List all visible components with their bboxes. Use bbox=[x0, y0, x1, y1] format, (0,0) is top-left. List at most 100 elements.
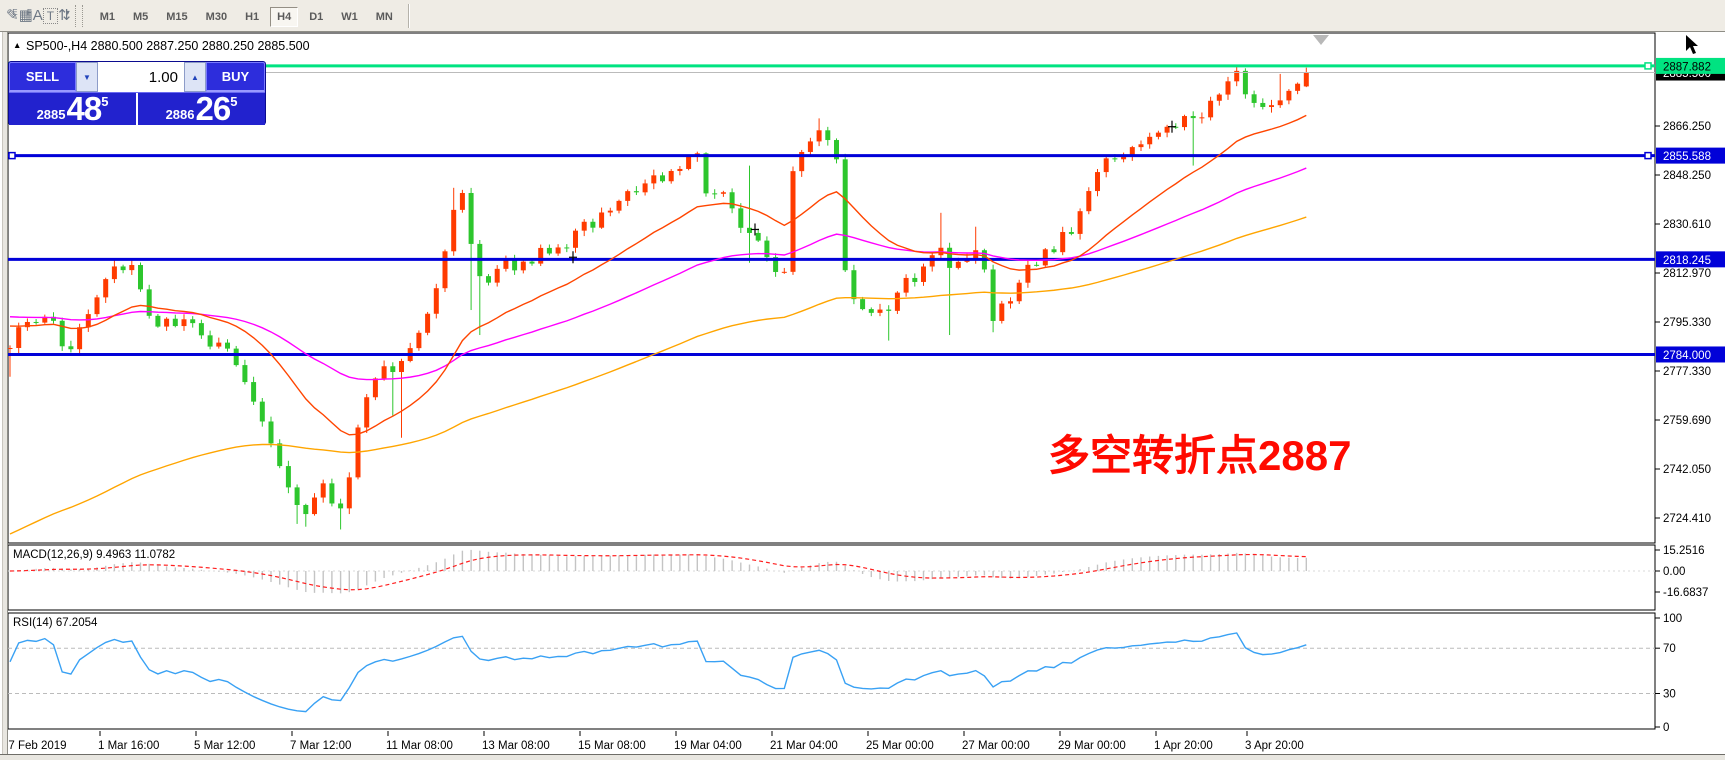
main-plot-area[interactable] bbox=[7, 32, 1656, 544]
timeframe-button-H1[interactable]: H1 bbox=[245, 10, 260, 23]
candle-body bbox=[1242, 70, 1248, 95]
time-tick-label: 29 Mar 00:00 bbox=[1058, 740, 1126, 752]
sell-button[interactable]: SELL bbox=[9, 62, 76, 92]
arrows-dropdown-icon-sub: ▾ bbox=[65, 7, 70, 17]
rsi-panel[interactable] bbox=[7, 612, 1656, 730]
timeframe-button-H4[interactable]: H4 bbox=[270, 6, 299, 27]
candle-body bbox=[529, 261, 535, 264]
candle-body bbox=[651, 175, 657, 184]
candle-body bbox=[633, 191, 639, 193]
candle-body bbox=[955, 261, 961, 268]
candle-body bbox=[329, 483, 335, 504]
candle-body bbox=[886, 309, 892, 311]
price-axis[interactable]: 2866.250 2848.250 2830.610 2812.970 2795.330… bbox=[1655, 57, 1725, 734]
candle-body bbox=[259, 401, 265, 422]
candle-body bbox=[686, 156, 692, 169]
candle-body bbox=[773, 257, 779, 272]
candle-body bbox=[1042, 249, 1048, 266]
time-axis[interactable]: 27 Feb 2019 1 Mar 16:00 5 Mar 12:00 7 Mar 1… bbox=[2, 731, 1304, 752]
crayon-style-icon-sub: E bbox=[12, 7, 18, 17]
price-tick-label: 2830.610 bbox=[1663, 219, 1711, 231]
ma-slow-line bbox=[9, 216, 1307, 535]
volume-input[interactable]: 1.00 bbox=[98, 62, 184, 92]
timeframe-button-MN[interactable]: MN bbox=[375, 10, 393, 23]
candle-body bbox=[799, 151, 805, 172]
candle-body bbox=[607, 210, 613, 213]
timeframe-button-D1[interactable]: D1 bbox=[309, 10, 324, 23]
candle-body bbox=[1208, 100, 1214, 118]
time-tick-label: 19 Mar 04:00 bbox=[674, 740, 742, 752]
candle-body bbox=[1095, 172, 1100, 192]
candle-body bbox=[16, 327, 22, 348]
price-badge-label: 2818.245 bbox=[1663, 255, 1711, 267]
macd-panel[interactable] bbox=[7, 544, 1656, 611]
ma-fast-line bbox=[9, 114, 1307, 436]
candle-body bbox=[425, 313, 431, 333]
candle-body bbox=[1077, 211, 1083, 234]
candle-body bbox=[625, 191, 631, 201]
candle-body bbox=[790, 171, 796, 272]
timeframe-button-M5[interactable]: M5 bbox=[132, 10, 149, 23]
rsi-line bbox=[9, 632, 1307, 713]
candle-body bbox=[42, 316, 48, 323]
candle-body bbox=[277, 443, 283, 467]
price-tick-label: 2724.410 bbox=[1663, 513, 1711, 525]
candle-body bbox=[346, 477, 352, 509]
chart-canvas[interactable]: ▲ SP500-,H4 2880.500 2887.250 2880.250 28… bbox=[0, 32, 1725, 760]
buy-price[interactable]: 2886 26 5 bbox=[138, 90, 265, 127]
candle-body bbox=[164, 318, 170, 327]
time-tick-label: 21 Mar 04:00 bbox=[770, 740, 838, 752]
hline-handle[interactable] bbox=[1644, 151, 1652, 160]
timeframe-button-M15[interactable]: M15 bbox=[166, 10, 188, 23]
hline-handle[interactable] bbox=[8, 151, 16, 160]
sell-price[interactable]: 2885 48 5 bbox=[9, 92, 138, 125]
candle-body bbox=[921, 266, 926, 282]
window-bottom-frame bbox=[0, 754, 1725, 760]
time-tick-label: 15 Mar 08:00 bbox=[578, 740, 646, 752]
volume-decrease-button[interactable]: ▼ bbox=[76, 62, 98, 92]
candle-body bbox=[573, 230, 578, 248]
time-tick-label: 1 Apr 20:00 bbox=[1154, 740, 1213, 752]
candle-body bbox=[129, 265, 135, 271]
toolbar-grip[interactable] bbox=[74, 4, 83, 27]
candle-body bbox=[816, 130, 822, 142]
time-axis-area[interactable] bbox=[8, 731, 1725, 753]
grid-style-icon[interactable]: ▦ F bbox=[19, 7, 33, 24]
text-box-icon[interactable]: T bbox=[42, 7, 59, 24]
volume-increase-button[interactable]: ▲ bbox=[184, 62, 206, 92]
hline-handle[interactable] bbox=[1644, 62, 1652, 70]
candle-body bbox=[1068, 232, 1074, 234]
candle-body bbox=[198, 323, 204, 336]
price-tick-label: 2777.330 bbox=[1663, 366, 1711, 378]
candle-body bbox=[433, 288, 439, 314]
crayon-style-icon[interactable]: ✎ E bbox=[6, 7, 19, 24]
arrows-dropdown-icon[interactable]: ⇅ ▾ bbox=[58, 7, 71, 24]
candle-body bbox=[416, 332, 422, 349]
timeframe-button-M1[interactable]: M1 bbox=[99, 10, 115, 23]
candle-body bbox=[120, 266, 126, 271]
candle-body bbox=[320, 483, 326, 498]
timeframe-button-W1[interactable]: W1 bbox=[341, 10, 358, 23]
buy-button[interactable]: BUY bbox=[206, 62, 265, 92]
candle-body bbox=[111, 266, 117, 280]
candle-body bbox=[868, 309, 874, 313]
timeframe-button-M30[interactable]: M30 bbox=[205, 10, 228, 23]
price-badge-label: 2855.588 bbox=[1663, 151, 1711, 163]
candle-body bbox=[512, 258, 518, 271]
candle-body bbox=[1129, 147, 1135, 156]
candle-body bbox=[668, 170, 674, 182]
candle-body bbox=[590, 221, 596, 228]
candle-body bbox=[747, 227, 752, 233]
candle-body bbox=[51, 316, 56, 321]
candle-body bbox=[146, 289, 152, 316]
toolbar-separator bbox=[407, 3, 409, 28]
candle-body bbox=[233, 348, 239, 366]
candle-body bbox=[1234, 70, 1240, 82]
time-tick-label: 13 Mar 08:00 bbox=[482, 740, 550, 752]
toolbar: ✎ E ▦ F A T ⇅ ▾ M1 M5 M15 M30 H1 H4 D1 W1 MN bbox=[0, 0, 1725, 32]
text-label-icon[interactable]: A bbox=[33, 7, 43, 24]
buy-price-big: 26 bbox=[195, 90, 231, 127]
candle-body bbox=[94, 297, 100, 315]
candle-body bbox=[929, 255, 935, 267]
candle-body bbox=[372, 378, 378, 398]
